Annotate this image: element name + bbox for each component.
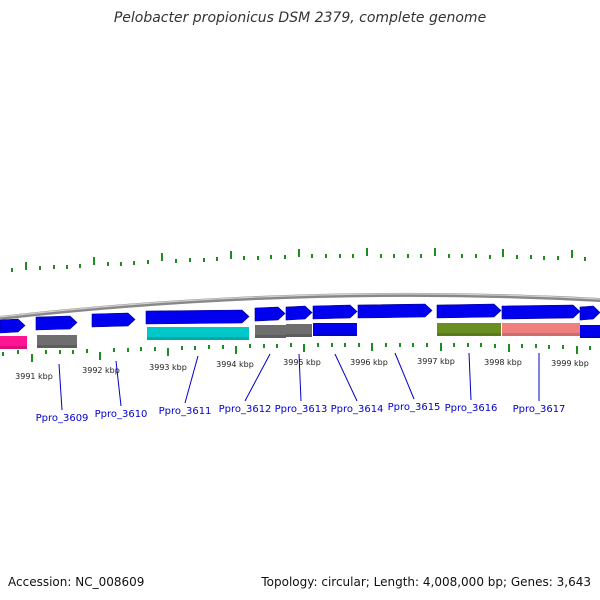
scale-tick-label: 3996 kbp [350,358,388,367]
gene-label[interactable]: Ppro_3610 [95,409,148,420]
scale-tick-label: 3991 kbp [15,372,53,381]
gene-label-leader [244,353,271,402]
genome-backbone-highlight [0,293,600,318]
cog-track [0,323,600,349]
gene-label-leader [184,355,199,404]
gene-arrow[interactable] [312,304,358,320]
cog-band [580,325,600,338]
gene-label-leader [115,360,122,407]
cog-band-shadow [286,334,312,337]
gene-label[interactable]: Ppro_3614 [331,404,384,415]
scale-tick-label: 3998 kbp [484,358,522,367]
page-title: Pelobacter propionicus DSM 2379, complet… [114,10,486,26]
gene-arrow[interactable] [357,303,433,319]
scale-tick-label: 3997 kbp [417,357,455,366]
cog-band [37,335,77,348]
gene-arrow[interactable] [91,312,136,328]
scale-tick-label: 3999 kbp [551,359,589,368]
cog-band-shadow [37,345,77,348]
cog-band-shadow [255,335,286,338]
scale-tick-label: 3995 kbp [283,358,321,367]
gene-arrow[interactable] [436,303,502,319]
cog-band [255,325,286,338]
gene-label[interactable]: Ppro_3609 [36,413,89,424]
gene-arrow[interactable] [285,305,313,321]
cog-band [147,327,249,340]
cog-band-shadow [437,333,501,336]
gene-label-leader [58,363,63,411]
gene-label[interactable]: Ppro_3611 [159,406,212,417]
scale-tick-label: 3992 kbp [82,366,120,375]
gene-arrow[interactable] [254,306,286,322]
gene-label[interactable]: Ppro_3612 [219,404,272,415]
gene-label-leader [334,353,358,402]
gene-label[interactable]: Ppro_3615 [388,402,441,413]
gene-label[interactable]: Ppro_3617 [513,404,566,415]
cog-band-shadow [0,346,27,349]
scale-tick-label: 3994 kbp [216,360,254,369]
gene-track [0,303,600,334]
gene-arrow[interactable] [35,315,78,331]
genome-backbone [0,292,600,320]
cog-band-shadow [147,337,249,340]
cog-band-shadow [313,333,357,336]
cog-band [286,324,312,337]
gene-label-leader [394,352,415,400]
gene-label-leader [298,353,302,402]
scale-track: 3991 kbp 3992 kbp 3993 kbp 3994 kbp 3995 kbp… [15,357,589,381]
gene-arrow[interactable] [145,309,250,325]
gene-arrow[interactable] [501,304,581,320]
gc-skew-track [2,248,591,362]
cog-band [437,323,501,336]
gene-arrow[interactable] [0,318,26,334]
gene-label[interactable]: Ppro_3616 [445,403,498,414]
cog-band-shadow [580,335,600,338]
gene-arrow[interactable] [579,305,600,321]
accession-text: Accession: NC_008609 [8,575,144,589]
cog-band [502,323,580,336]
genome-summary-text: Topology: circular; Length: 4,008,000 bp… [260,575,591,589]
gene-label[interactable]: Ppro_3613 [275,404,328,415]
gene-label-track: Ppro_3609 Ppro_3610 Ppro_3611 Ppro_3612 Ppro… [36,352,566,424]
cog-band-shadow [502,333,580,336]
cog-band [0,336,27,349]
scale-tick-label: 3993 kbp [149,363,187,372]
cog-band [313,323,357,336]
gene-label-leader [468,352,472,401]
